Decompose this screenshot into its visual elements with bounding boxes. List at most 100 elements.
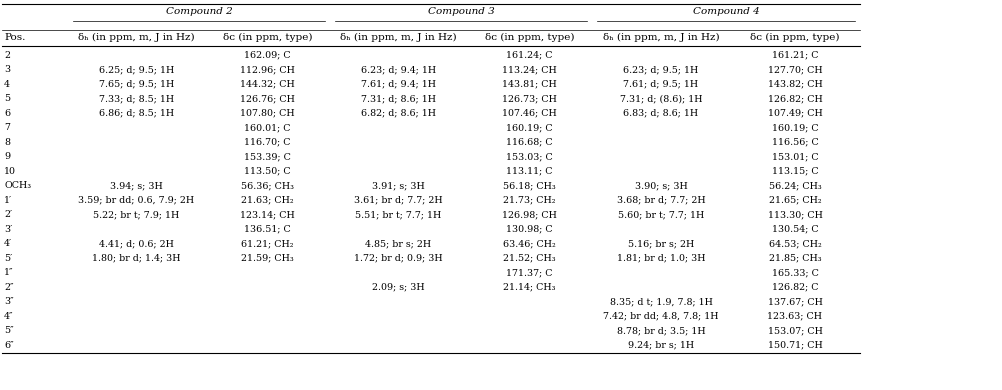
Text: 2: 2	[4, 51, 10, 60]
Text: δₕ (in ppm, m, J in Hz): δₕ (in ppm, m, J in Hz)	[602, 32, 719, 42]
Text: Compound 4: Compound 4	[692, 7, 760, 16]
Text: 56.18; CH₃: 56.18; CH₃	[503, 181, 556, 190]
Text: 113.50; C: 113.50; C	[244, 167, 291, 176]
Text: Compound 2: Compound 2	[165, 7, 232, 16]
Text: 7.65; d; 9.5; 1H: 7.65; d; 9.5; 1H	[99, 80, 174, 89]
Text: 160.01; C: 160.01; C	[244, 123, 291, 132]
Text: 130.54; C: 130.54; C	[772, 225, 819, 234]
Text: 3″: 3″	[4, 297, 14, 306]
Text: 161.21; C: 161.21; C	[772, 51, 819, 60]
Text: 5.51; br t; 7.7; 1H: 5.51; br t; 7.7; 1H	[356, 210, 442, 219]
Text: 56.36; CH₃: 56.36; CH₃	[241, 181, 294, 190]
Text: δᴄ (in ppm, type): δᴄ (in ppm, type)	[485, 32, 574, 42]
Text: 5″: 5″	[4, 326, 14, 335]
Text: 2.09; s; 3H: 2.09; s; 3H	[372, 283, 425, 292]
Text: 143.81; CH: 143.81; CH	[502, 80, 557, 89]
Text: 8.35; d t; 1.9, 7.8; 1H: 8.35; d t; 1.9, 7.8; 1H	[609, 297, 712, 306]
Text: 126.82; C: 126.82; C	[772, 283, 819, 292]
Text: 7.31; d; (8.6); 1H: 7.31; d; (8.6); 1H	[620, 94, 702, 103]
Text: 4″: 4″	[4, 312, 13, 321]
Text: 153.07; CH: 153.07; CH	[768, 326, 823, 335]
Text: 4′: 4′	[4, 239, 12, 248]
Text: 150.71; CH: 150.71; CH	[768, 341, 823, 350]
Text: 113.30; CH: 113.30; CH	[768, 210, 823, 219]
Text: 21.63; CH₂: 21.63; CH₂	[241, 196, 294, 205]
Text: 7.31; d; 8.6; 1H: 7.31; d; 8.6; 1H	[361, 94, 436, 103]
Text: 64.53; CH₂: 64.53; CH₂	[769, 239, 822, 248]
Text: δₕ (in ppm, m, J in Hz): δₕ (in ppm, m, J in Hz)	[78, 32, 194, 42]
Text: OCH₃: OCH₃	[4, 181, 31, 190]
Text: 7: 7	[4, 123, 10, 132]
Text: 2′: 2′	[4, 210, 12, 219]
Text: 4.85; br s; 2H: 4.85; br s; 2H	[366, 239, 432, 248]
Text: 126.73; CH: 126.73; CH	[502, 94, 557, 103]
Text: 161.24; C: 161.24; C	[506, 51, 553, 60]
Text: 3.94; s; 3H: 3.94; s; 3H	[110, 181, 163, 190]
Text: 6.82; d; 8.6; 1H: 6.82; d; 8.6; 1H	[361, 109, 436, 118]
Text: 5.22; br t; 7.9; 1H: 5.22; br t; 7.9; 1H	[93, 210, 179, 219]
Text: 21.85; CH₃: 21.85; CH₃	[769, 254, 822, 263]
Text: δₕ (in ppm, m, J in Hz): δₕ (in ppm, m, J in Hz)	[341, 32, 457, 42]
Text: 6.83; d; 8.6; 1H: 6.83; d; 8.6; 1H	[623, 109, 698, 118]
Text: δᴄ (in ppm, type): δᴄ (in ppm, type)	[750, 32, 840, 42]
Text: 162.09; C: 162.09; C	[244, 51, 291, 60]
Text: Compound 3: Compound 3	[428, 7, 494, 16]
Text: 130.98; C: 130.98; C	[506, 225, 553, 234]
Text: 6.86; d; 8.5; 1H: 6.86; d; 8.5; 1H	[99, 109, 174, 118]
Text: 144.32; CH: 144.32; CH	[240, 80, 295, 89]
Text: 21.14; CH₃: 21.14; CH₃	[503, 283, 556, 292]
Text: 5: 5	[4, 94, 10, 103]
Text: 136.51; C: 136.51; C	[244, 225, 291, 234]
Text: 116.70; C: 116.70; C	[244, 138, 291, 147]
Text: 6.23; d; 9.4; 1H: 6.23; d; 9.4; 1H	[361, 65, 436, 74]
Text: 113.24; CH: 113.24; CH	[502, 65, 557, 74]
Text: 112.96; CH: 112.96; CH	[240, 65, 295, 74]
Text: 1″: 1″	[4, 268, 13, 277]
Text: 21.52; CH₃: 21.52; CH₃	[503, 254, 556, 263]
Text: 1.80; br d; 1.4; 3H: 1.80; br d; 1.4; 3H	[92, 254, 180, 263]
Text: 153.03; C: 153.03; C	[506, 152, 553, 161]
Text: 9: 9	[4, 152, 10, 161]
Text: 116.68; C: 116.68; C	[506, 138, 553, 147]
Text: 7.42; br dd; 4.8, 7.8; 1H: 7.42; br dd; 4.8, 7.8; 1H	[603, 312, 718, 321]
Text: 4.41; d; 0.6; 2H: 4.41; d; 0.6; 2H	[99, 239, 174, 248]
Text: 6″: 6″	[4, 341, 14, 350]
Text: 61.21; CH₂: 61.21; CH₂	[241, 239, 294, 248]
Text: 126.76; CH: 126.76; CH	[240, 94, 295, 103]
Text: δᴄ (in ppm, type): δᴄ (in ppm, type)	[222, 32, 313, 42]
Text: 126.98; CH: 126.98; CH	[502, 210, 557, 219]
Text: 153.01; C: 153.01; C	[772, 152, 819, 161]
Text: 153.39; C: 153.39; C	[244, 152, 291, 161]
Text: 107.49; CH: 107.49; CH	[768, 109, 823, 118]
Text: 116.56; C: 116.56; C	[772, 138, 819, 147]
Text: 113.15; C: 113.15; C	[772, 167, 819, 176]
Text: 160.19; C: 160.19; C	[506, 123, 553, 132]
Text: 21.59; CH₃: 21.59; CH₃	[241, 254, 294, 263]
Text: 3.91; s; 3H: 3.91; s; 3H	[372, 181, 425, 190]
Text: 9.24; br s; 1H: 9.24; br s; 1H	[628, 341, 694, 350]
Text: 4: 4	[4, 80, 10, 89]
Text: 160.19; C: 160.19; C	[772, 123, 819, 132]
Text: 126.82; CH: 126.82; CH	[768, 94, 823, 103]
Text: 10: 10	[4, 167, 16, 176]
Text: 56.24; CH₃: 56.24; CH₃	[769, 181, 822, 190]
Text: 6: 6	[4, 109, 10, 118]
Text: 127.70; CH: 127.70; CH	[768, 65, 823, 74]
Text: 21.73; CH₂: 21.73; CH₂	[503, 196, 556, 205]
Text: 107.46; CH: 107.46; CH	[502, 109, 557, 118]
Text: 7.33; d; 8.5; 1H: 7.33; d; 8.5; 1H	[99, 94, 174, 103]
Text: 7.61; d; 9.5; 1H: 7.61; d; 9.5; 1H	[623, 80, 698, 89]
Text: 123.63; CH: 123.63; CH	[768, 312, 823, 321]
Text: 6.23; d; 9.5; 1H: 6.23; d; 9.5; 1H	[623, 65, 698, 74]
Text: 5.60; br t; 7.7; 1H: 5.60; br t; 7.7; 1H	[618, 210, 704, 219]
Text: Pos.: Pos.	[4, 32, 25, 41]
Text: 63.46; CH₂: 63.46; CH₂	[503, 239, 556, 248]
Text: 107.80; CH: 107.80; CH	[240, 109, 295, 118]
Text: 8: 8	[4, 138, 10, 147]
Text: 1.72; br d; 0.9; 3H: 1.72; br d; 0.9; 3H	[354, 254, 443, 263]
Text: 113.11; C: 113.11; C	[506, 167, 553, 176]
Text: 5.16; br s; 2H: 5.16; br s; 2H	[628, 239, 694, 248]
Text: 3.61; br d; 7.7; 2H: 3.61; br d; 7.7; 2H	[354, 196, 443, 205]
Text: 123.14; CH: 123.14; CH	[240, 210, 295, 219]
Text: 3: 3	[4, 65, 10, 74]
